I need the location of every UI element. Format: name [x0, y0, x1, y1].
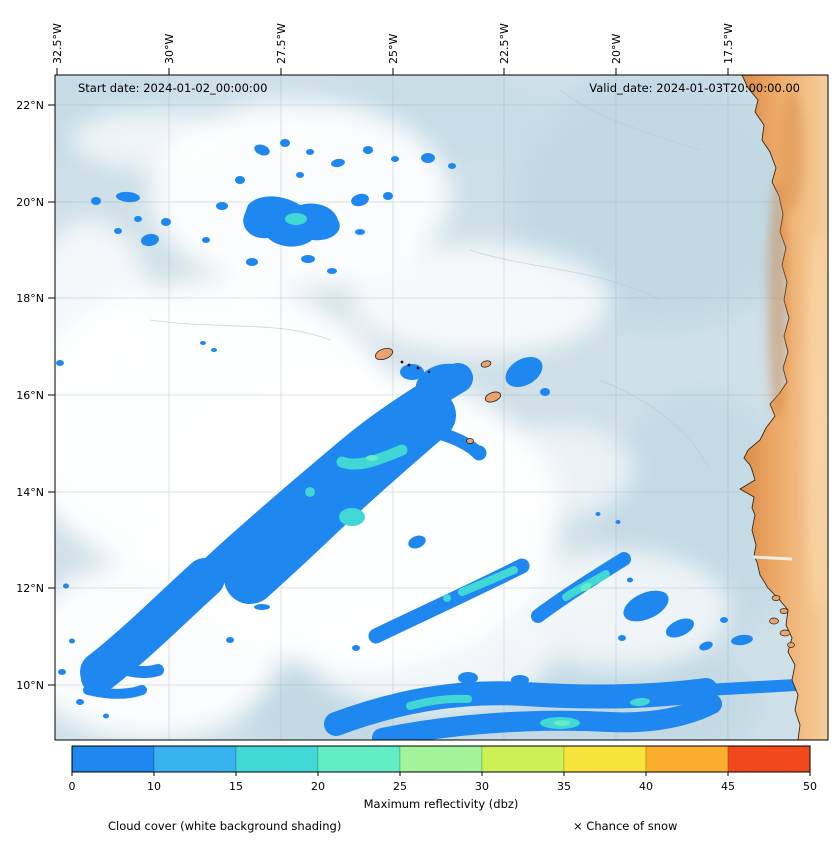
colorbar-tick-label: 50	[803, 780, 817, 793]
bijagos-islands	[769, 595, 795, 648]
x-axis-tick-labels: 32.5°W 30°W 27.5°W 25°W 22.5°W 20°W 17.5…	[51, 23, 735, 64]
colorbar-tick-label: 40	[639, 780, 653, 793]
reflectivity-mid-cores	[285, 213, 650, 729]
cloud-contour-lines	[149, 89, 711, 471]
map-plot-area	[55, 75, 828, 740]
colorbar-segment	[399, 745, 483, 773]
colorbar-title: Maximum reflectivity (dbz)	[364, 797, 519, 811]
y-tick-label: 18°N	[16, 292, 44, 305]
cape-verde-islands	[374, 347, 502, 444]
plot-frame	[54, 74, 829, 741]
colorbar-tick-labels: 0 10 15 20 25 30 35 40 45 50	[69, 780, 818, 793]
colorbar-segment	[645, 745, 729, 773]
colorbar-tick-label: 15	[229, 780, 243, 793]
colorbar-segment	[153, 745, 237, 773]
colorbar-tick-label: 10	[147, 780, 161, 793]
gambia-river-inlet	[752, 555, 793, 561]
colorbar-tick-label: 0	[69, 780, 76, 793]
start-date-label: Start date: 2024-01-02_00:00:00	[78, 81, 267, 95]
y-tick-label: 20°N	[16, 196, 44, 209]
colorbar-segment	[317, 745, 401, 773]
x-tick-label: 17.5°W	[722, 23, 735, 64]
valid-date-label: Valid_date: 2024-01-03T20:00:00.00	[589, 81, 800, 95]
colorbar-tick-label: 45	[721, 780, 735, 793]
x-tick-label: 30°W	[163, 34, 176, 64]
x-tick-label: 25°W	[387, 34, 400, 64]
colorbar-tick-label: 25	[393, 780, 407, 793]
y-tick-label: 10°N	[16, 679, 44, 692]
colorbar-tick-label: 30	[475, 780, 489, 793]
y-tick-label: 16°N	[16, 389, 44, 402]
colorbar-segment	[563, 745, 647, 773]
colorbar-segment	[71, 745, 155, 773]
land-terrain-shading	[768, 90, 826, 610]
colorbar-segment	[481, 745, 565, 773]
colorbar-tick-label: 35	[557, 780, 571, 793]
colorbar-ticks	[71, 772, 811, 776]
x-tick-label: 27.5°W	[275, 23, 288, 64]
y-tick-label: 12°N	[16, 582, 44, 595]
x-tick-label: 32.5°W	[51, 23, 64, 64]
colorbar-tick-label: 20	[311, 780, 325, 793]
chance-of-snow-legend-label: × Chance of snow	[573, 819, 677, 833]
small-island-dots	[400, 360, 431, 374]
colorbar-segment	[235, 745, 319, 773]
colorbar: 0 10 15 20 25 30 35 40 45 50 Maximum ref…	[69, 745, 818, 811]
x-axis-ticks	[56, 68, 729, 75]
y-tick-label: 14°N	[16, 486, 44, 499]
cloud-cover-legend-label: Cloud cover (white background shading)	[108, 819, 341, 833]
y-axis-tick-labels: 22°N 20°N 18°N 16°N 14°N 12°N 10°N	[16, 99, 44, 692]
x-tick-label: 22.5°W	[498, 23, 511, 64]
x-tick-label: 20°W	[610, 34, 623, 64]
colorbar-frame	[71, 745, 811, 773]
colorbar-segment	[727, 745, 811, 773]
y-tick-label: 22°N	[16, 99, 44, 112]
bottom-legend: Cloud cover (white background shading) ×…	[108, 819, 677, 833]
reflectivity-high-cores	[366, 455, 592, 726]
y-axis-ticks	[48, 104, 55, 686]
